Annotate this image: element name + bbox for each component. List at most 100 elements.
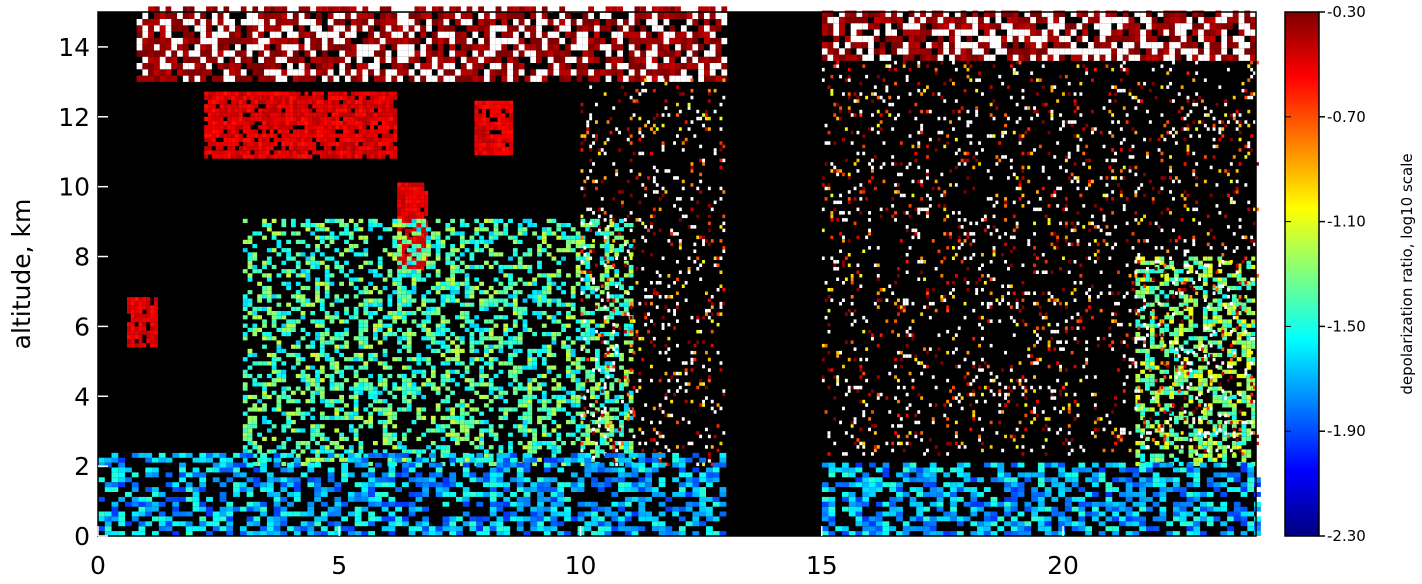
- heatmap-cell: [1180, 29, 1187, 36]
- heatmap-cell: [262, 436, 267, 441]
- heatmap-cell: [408, 216, 413, 221]
- heatmap-cell: [387, 403, 393, 408]
- heatmap-cell: [324, 373, 330, 379]
- heatmap-cell: [619, 302, 624, 307]
- heatmap-cell: [287, 56, 293, 63]
- heatmap-cell: [252, 407, 258, 412]
- heatmap-cell: [362, 44, 369, 51]
- heatmap-cell: [1244, 10, 1251, 17]
- heatmap-cell: [291, 420, 296, 425]
- heatmap-cell: [374, 133, 378, 138]
- heatmap-cell: [609, 223, 615, 228]
- heatmap-cell: [1140, 54, 1146, 61]
- heatmap-cell: [200, 31, 207, 38]
- heatmap-cell: [488, 239, 494, 244]
- heatmap-cell: [258, 12, 264, 19]
- heatmap-cell: [464, 239, 470, 244]
- heatmap-cell: [310, 340, 316, 345]
- heatmap-cell: [474, 244, 480, 249]
- heatmap-cell: [177, 37, 183, 45]
- heatmap-cell: [182, 56, 189, 63]
- heatmap-cell: [517, 399, 523, 404]
- heatmap-cell: [402, 235, 407, 240]
- heatmap-cell: [362, 50, 369, 57]
- heatmap-cell: [460, 50, 467, 57]
- heatmap-cell: [353, 277, 359, 282]
- heatmap-cell: [508, 357, 513, 362]
- heatmap-cell: [387, 294, 393, 299]
- heatmap-cell: [208, 129, 212, 134]
- heatmap-cell: [391, 12, 398, 19]
- heatmap-cell: [296, 129, 301, 134]
- heatmap-cell: [551, 441, 557, 446]
- heatmap-cell: [556, 223, 562, 228]
- heatmap-cell: [271, 407, 277, 412]
- heatmap-cell: [715, 37, 722, 45]
- heatmap-cell: [385, 104, 390, 109]
- heatmap-cell: [623, 298, 629, 303]
- heatmap-cell: [464, 319, 470, 324]
- heatmap-cell: [501, 151, 506, 156]
- heatmap-cell: [281, 311, 287, 316]
- heatmap-cell: [663, 56, 670, 63]
- heatmap-cell: [354, 133, 359, 138]
- heatmap-cell: [498, 252, 504, 257]
- heatmap-cell: [553, 69, 560, 76]
- heatmap-cell: [411, 277, 417, 282]
- heatmap-cell: [459, 323, 465, 328]
- heatmap-cell: [1203, 16, 1210, 24]
- heatmap-cell: [464, 311, 470, 316]
- heatmap-cell: [397, 273, 402, 278]
- heatmap-cell: [657, 6, 664, 13]
- heatmap-cell: [397, 223, 402, 228]
- heatmap-cell: [503, 323, 509, 328]
- heatmap-cell: [614, 323, 620, 328]
- heatmap-cell: [315, 453, 320, 458]
- heatmap-cell: [295, 319, 301, 324]
- heatmap-cell: [1140, 256, 1145, 261]
- heatmap-cell: [588, 6, 594, 13]
- heatmap-cell: [362, 133, 367, 138]
- heatmap-cell: [501, 117, 506, 122]
- heatmap-cell: [323, 146, 328, 151]
- heatmap-cell: [1047, 48, 1054, 55]
- heatmap-cell: [286, 285, 291, 291]
- heatmap-cell: [353, 369, 359, 374]
- heatmap-cell: [344, 449, 349, 454]
- heatmap-cell: [517, 348, 523, 353]
- heatmap-cell: [833, 54, 840, 61]
- heatmap-cell: [614, 248, 620, 253]
- heatmap-cell: [1186, 16, 1193, 24]
- heatmap-cell: [368, 269, 373, 274]
- heatmap-cell: [329, 403, 335, 408]
- heatmap-cell: [482, 130, 486, 135]
- heatmap-cell: [271, 235, 277, 240]
- heatmap-cell: [200, 19, 207, 26]
- heatmap-cell: [271, 369, 277, 374]
- heatmap-cell: [651, 37, 658, 45]
- heatmap-cell: [215, 150, 220, 155]
- heatmap-cell: [217, 6, 224, 13]
- heatmap-cell: [590, 218, 595, 223]
- heatmap-cell: [1140, 269, 1145, 274]
- heatmap-cell: [1159, 453, 1165, 458]
- heatmap-cell: [546, 244, 552, 249]
- heatmap-cell: [411, 231, 417, 236]
- heatmap-cell: [320, 116, 324, 121]
- heatmap-cell: [368, 357, 373, 362]
- heatmap-cell: [430, 311, 436, 316]
- heatmap-cells: [98, 6, 1261, 536]
- heatmap-cell: [1093, 42, 1100, 49]
- heatmap-cell: [1203, 48, 1210, 55]
- heatmap-cell: [628, 273, 634, 278]
- heatmap-cell: [235, 50, 241, 57]
- heatmap-cell: [420, 195, 425, 200]
- heatmap-cell: [522, 227, 528, 232]
- heatmap-cell: [850, 10, 857, 17]
- heatmap-cell: [368, 12, 374, 19]
- heatmap-cell: [136, 63, 143, 70]
- heatmap-cell: [354, 104, 359, 109]
- heatmap-cell: [537, 415, 542, 420]
- heatmap-cell: [387, 441, 393, 446]
- heatmap-cell: [943, 16, 950, 24]
